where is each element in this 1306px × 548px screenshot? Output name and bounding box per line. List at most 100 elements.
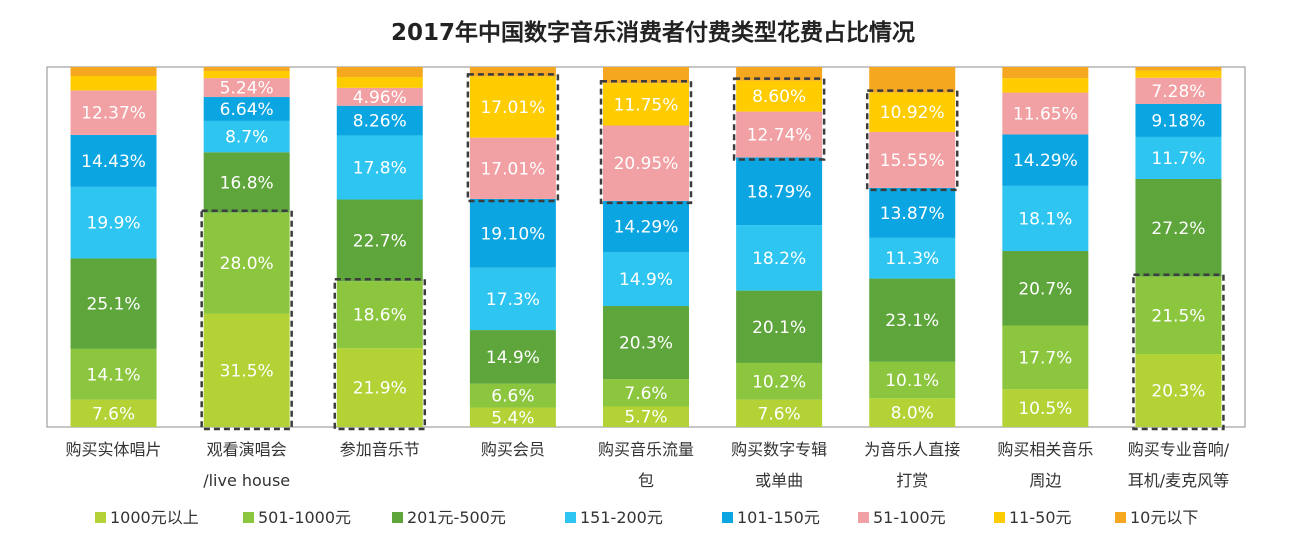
bar-segment xyxy=(203,70,290,79)
data-label: 18.2% xyxy=(752,249,806,269)
legend-label: 101-150元 xyxy=(737,508,820,527)
data-label: 19.9% xyxy=(87,214,141,234)
bar-segment xyxy=(603,406,689,427)
data-label: 27.2% xyxy=(1151,219,1205,239)
category-label: 为音乐人直接打赏 xyxy=(864,440,960,490)
bar-segment xyxy=(336,199,423,282)
legend-label: 1000元以上 xyxy=(110,508,199,527)
bar-segment xyxy=(736,399,823,427)
bar-segment xyxy=(603,83,689,126)
bar-segment xyxy=(869,398,956,427)
data-label: 17.01% xyxy=(480,159,545,179)
category-label: 观看演唱会/live house xyxy=(203,440,290,490)
bar-segment xyxy=(336,77,423,88)
bar-segment xyxy=(203,97,290,121)
data-label: 17.7% xyxy=(1018,348,1072,368)
bar-segment xyxy=(336,348,423,427)
data-label: 7.6% xyxy=(758,404,801,424)
category-label: 购买实体唱片 xyxy=(66,440,162,459)
highlight-box xyxy=(466,73,560,203)
bar-segment xyxy=(869,361,956,399)
bar-segment xyxy=(203,120,290,153)
bar-segment xyxy=(603,125,689,201)
data-label: 9.18% xyxy=(1151,111,1205,131)
bar-segment xyxy=(1002,78,1089,93)
data-label: 28.0% xyxy=(220,254,274,274)
data-label: 14.29% xyxy=(614,218,679,238)
data-label: 20.3% xyxy=(1151,382,1205,402)
bar-segment xyxy=(70,186,157,259)
data-label: 18.6% xyxy=(353,306,407,326)
bar-segment xyxy=(869,131,956,188)
bar-segment xyxy=(1135,103,1222,137)
bar-segment xyxy=(869,92,956,132)
bar-segment xyxy=(869,67,956,93)
bar-segment xyxy=(736,157,823,226)
bar-segment xyxy=(603,252,689,307)
highlight-box xyxy=(333,277,427,431)
bar-segment xyxy=(70,76,157,91)
bar-segment xyxy=(469,330,556,384)
data-label: 11.75% xyxy=(614,95,679,115)
bars-layer xyxy=(70,67,1222,427)
legend-swatch xyxy=(858,512,869,523)
bar-segment xyxy=(1002,134,1089,186)
bar-segment xyxy=(869,187,956,238)
bar-segment xyxy=(203,212,290,314)
bar-segment xyxy=(336,281,423,349)
data-label: 14.9% xyxy=(619,270,673,290)
data-label: 7.6% xyxy=(624,384,667,404)
highlight-box xyxy=(732,77,826,161)
data-label: 21.9% xyxy=(353,379,407,399)
data-label: 20.7% xyxy=(1018,279,1072,299)
bar-segment xyxy=(736,80,823,112)
bar-segment xyxy=(1002,67,1089,79)
bar-segment xyxy=(469,67,556,77)
data-label: 20.1% xyxy=(752,318,806,338)
data-label: 31.5% xyxy=(220,361,274,381)
bar-segment xyxy=(869,237,956,279)
data-label: 8.0% xyxy=(891,404,934,424)
bar-segment xyxy=(336,67,423,78)
data-label: 5.24% xyxy=(220,79,274,99)
bar-segment xyxy=(736,290,823,363)
bar-segment xyxy=(736,362,823,400)
bar-segment xyxy=(603,306,689,380)
data-label: 10.1% xyxy=(885,371,939,391)
legend-label: 11-50元 xyxy=(1009,508,1072,527)
bar-segment xyxy=(336,87,423,106)
bar-segment xyxy=(1135,67,1222,71)
bar-segment xyxy=(736,67,823,81)
legend-label: 501-1000元 xyxy=(258,508,351,527)
bar-segment xyxy=(469,407,556,427)
legend-label: 201元-500元 xyxy=(407,508,506,527)
data-label: 5.4% xyxy=(491,408,534,428)
data-label: 14.43% xyxy=(81,152,146,172)
data-label: 14.1% xyxy=(87,365,141,385)
bar-segment xyxy=(736,111,823,158)
legend-label: 151-200元 xyxy=(580,508,663,527)
bar-segment xyxy=(203,67,290,71)
bar-segment xyxy=(70,399,157,427)
data-label: 12.37% xyxy=(81,104,146,124)
legend-swatch xyxy=(565,512,576,523)
data-label: 4.96% xyxy=(353,88,407,108)
highlight-box xyxy=(865,89,959,192)
legend-label: 51-100元 xyxy=(873,508,946,527)
data-label: 15.55% xyxy=(880,151,945,171)
data-label: 11.7% xyxy=(1151,149,1205,169)
legend: 1000元以上 501-1000元 201元-500元 151-200元 101-150… xyxy=(95,508,1198,527)
bar-segment xyxy=(1135,276,1222,355)
data-label: 10.92% xyxy=(880,103,945,123)
data-label: 25.1% xyxy=(87,295,141,315)
bar-segment xyxy=(1135,178,1222,277)
highlight-box xyxy=(599,79,693,205)
data-label: 10.2% xyxy=(752,372,806,392)
data-label: 5.7% xyxy=(624,408,667,428)
data-label: 6.64% xyxy=(220,100,274,120)
bar-segment xyxy=(1002,389,1089,427)
legend-swatch xyxy=(243,512,254,523)
